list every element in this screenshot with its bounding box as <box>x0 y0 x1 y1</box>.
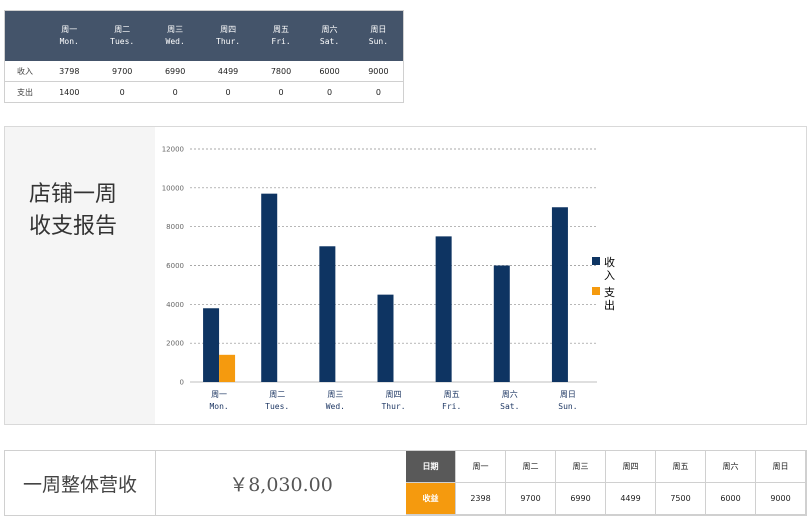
summary-value: 9000 <box>755 482 806 515</box>
header-day: 周一 Mon. <box>45 10 94 61</box>
header-day: 周四 Thur. <box>199 10 257 61</box>
table-cell: 6000 <box>305 61 354 82</box>
summary-value: 9700 <box>505 482 556 515</box>
x-tick-label: Tues. <box>265 402 289 411</box>
header-day: 周三 Wed. <box>150 10 200 61</box>
summary-amount: ￥8,030.00 <box>156 451 407 515</box>
legend-label: 支 <box>604 286 615 299</box>
summary-header-row: 日期 周一 周二 周三 周四 周五 周六 周日 <box>406 451 806 483</box>
y-tick-label: 4000 <box>166 301 184 309</box>
table-cell: 6990 <box>150 61 200 82</box>
summary-value: 2398 <box>455 482 506 515</box>
report-panel: 店铺一周 收支报告 0 2000 4000 6000 8000 10000 12000 周一 M… <box>4 126 807 425</box>
summary-value-row: 收益 2398 9700 6990 4499 7500 6000 9000 <box>406 482 806 515</box>
row-label: 收入 <box>4 61 45 82</box>
x-tick-label: 周二 <box>269 390 285 399</box>
table-cell: 0 <box>353 81 404 103</box>
table-cell: 3798 <box>45 61 94 82</box>
bar-income <box>551 207 568 382</box>
bar-income <box>261 193 278 382</box>
table-cell: 4499 <box>199 61 257 82</box>
y-tick-label: 8000 <box>166 223 184 231</box>
y-tick-label: 12000 <box>162 146 184 154</box>
weekly-data-table: 周一 Mon. 周二 Tues. 周三 Wed. 周四 Thur. 周五 Fri. 周六 S… <box>4 10 404 103</box>
table-cell: 7800 <box>256 61 306 82</box>
x-tick-label: 周一 <box>211 390 227 399</box>
legend-label: 收 <box>604 255 615 269</box>
x-tick-label: 周五 <box>444 390 460 399</box>
summary-day: 周一 <box>455 451 506 483</box>
summary-day: 周四 <box>605 451 656 483</box>
y-tick-label: 10000 <box>162 184 184 192</box>
x-tick-label: Fri. <box>442 402 461 411</box>
legend-label: 出 <box>604 298 615 312</box>
table-cell: 0 <box>256 81 306 103</box>
weekly-summary: 一周整体营收 ￥8,030.00 日期 周一 周二 周三 周四 周五 周六 周日… <box>4 450 807 516</box>
table-cell: 1400 <box>45 81 94 103</box>
bar-income <box>203 308 220 382</box>
table-cell: 0 <box>199 81 257 103</box>
summary-title: 一周整体营收 <box>5 451 156 515</box>
x-tick-label: Mon. <box>209 402 228 411</box>
period-label: 日期 <box>406 451 456 483</box>
y-tick-label: 0 <box>180 379 184 387</box>
x-tick-label: Sat. <box>500 402 519 411</box>
legend-label: 入 <box>604 269 615 282</box>
y-tick-label: 2000 <box>166 340 184 348</box>
income-label: 收益 <box>406 482 456 515</box>
header-day: 周五 Fri. <box>256 10 306 61</box>
row-label: 支出 <box>4 81 45 103</box>
legend-swatch <box>592 257 600 265</box>
summary-value: 6000 <box>705 482 756 515</box>
table-cell: 9700 <box>93 61 151 82</box>
bar-expense <box>219 354 236 382</box>
bar-income <box>435 236 452 382</box>
bar-income <box>493 265 510 382</box>
x-tick-label: 周六 <box>502 389 518 399</box>
summary-value: 7500 <box>655 482 706 515</box>
report-title-box: 店铺一周 收支报告 <box>5 127 155 424</box>
x-tick-label: 周日 <box>560 390 576 399</box>
table-cell: 0 <box>93 81 151 103</box>
x-tick-label: 周三 <box>327 390 343 399</box>
bar-chart: 0 2000 4000 6000 8000 10000 12000 周一 Mon. 周二 Tues.… <box>162 146 615 412</box>
table-cell: 9000 <box>353 61 404 82</box>
table-header-row: 周一 Mon. 周二 Tues. 周三 Wed. 周四 Thur. 周五 Fri. 周六 S… <box>4 10 404 61</box>
x-tick-label: 周四 <box>386 390 402 399</box>
summary-table: 日期 周一 周二 周三 周四 周五 周六 周日 收益 2398 9700 699… <box>406 451 806 515</box>
table-cell: 0 <box>305 81 354 103</box>
table-row-expense: 支出 1400 0 0 0 0 0 0 <box>4 81 404 103</box>
report-title: 店铺一周 收支报告 <box>29 182 118 239</box>
summary-day: 周三 <box>555 451 606 483</box>
header-day: 周六 Sat. <box>305 10 354 61</box>
summary-day: 周六 <box>705 451 756 483</box>
summary-day: 周五 <box>655 451 706 483</box>
table-row-income: 收入 3798 9700 6990 4499 7800 6000 9000 <box>4 61 404 82</box>
x-tick-label: Wed. <box>326 402 345 411</box>
header-corner <box>4 10 45 61</box>
bar-income <box>377 294 394 382</box>
header-day: 周二 Tues. <box>93 10 151 61</box>
legend-swatch <box>592 287 600 295</box>
header-day: 周日 Sun. <box>353 10 404 61</box>
bar-income <box>319 246 336 382</box>
x-tick-label: Thur. <box>381 402 405 411</box>
y-tick-label: 6000 <box>166 262 184 270</box>
summary-day: 周日 <box>755 451 806 483</box>
table-cell: 0 <box>150 81 200 103</box>
summary-value: 4499 <box>605 482 656 515</box>
x-tick-label: Sun. <box>558 402 577 411</box>
summary-value: 6990 <box>555 482 606 515</box>
summary-day: 周二 <box>505 451 556 483</box>
